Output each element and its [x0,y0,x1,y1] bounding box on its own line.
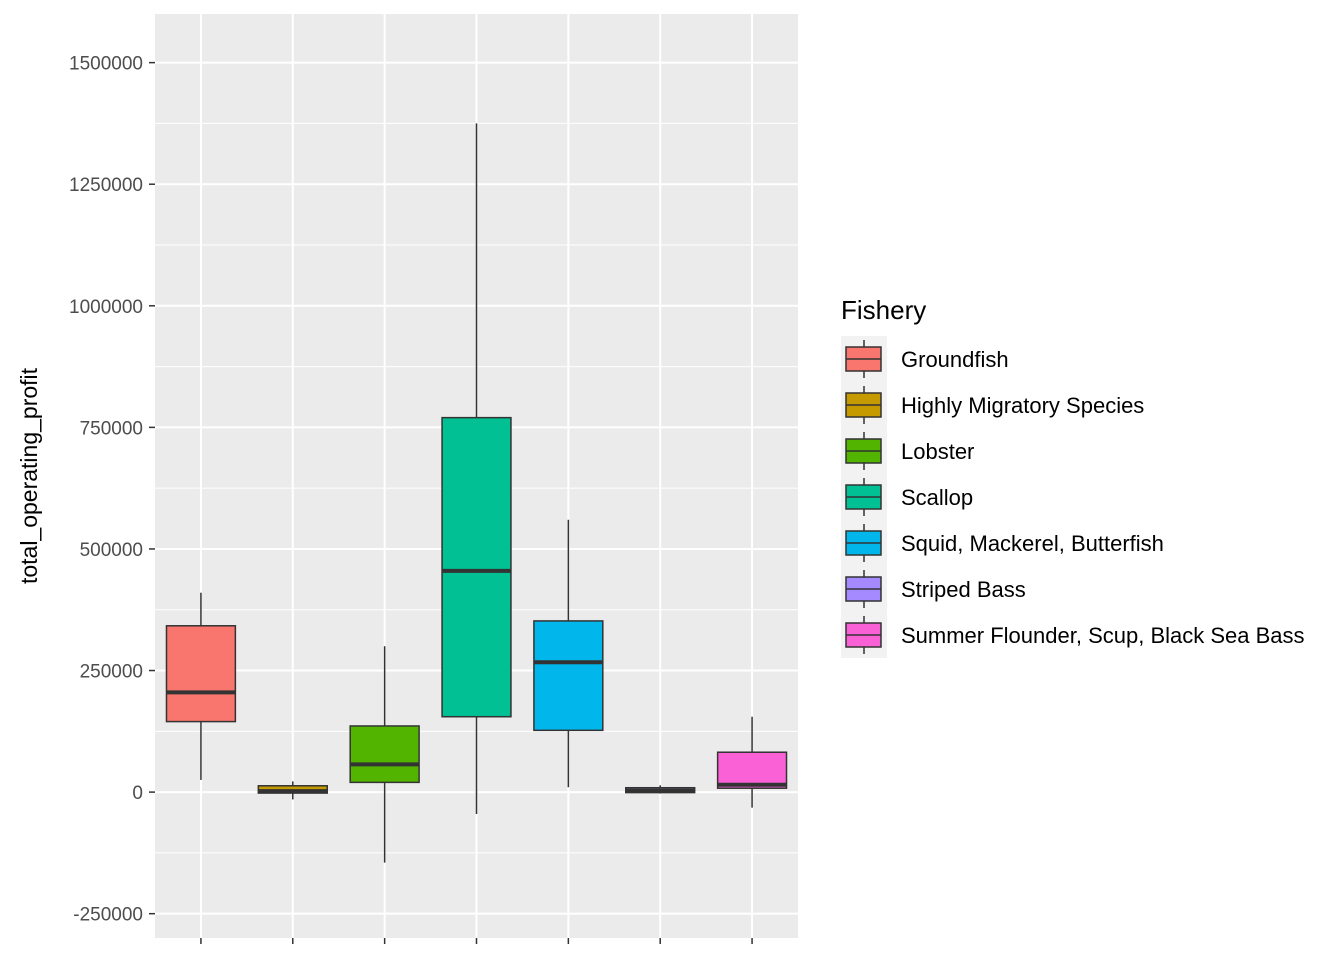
y-tick-label: 250000 [80,662,143,683]
box-scallop [441,123,512,814]
box-striped-bass [625,785,696,794]
legend-item: Striped Bass [845,570,1026,608]
y-tick-label: 1000000 [69,297,143,318]
box-summer-flounder-scup-black-sea-bass [716,716,788,808]
y-tick-label: 750000 [80,418,143,439]
box-groundfish [165,592,237,780]
legend-item: Highly Migratory Species [845,386,1144,424]
y-tick-label: 500000 [80,540,143,561]
legend-item: Groundfish [845,340,1009,378]
y-axis-title: total_operating_profit [16,367,42,584]
legend-label: Lobster [901,439,974,464]
box-highly-migratory-species [257,781,328,800]
legend-label: Summer Flounder, Scup, Black Sea Bass [901,623,1305,648]
box-lobster [349,646,420,863]
legend-title: Fishery [841,295,926,325]
legend-item: Summer Flounder, Scup, Black Sea Bass [845,616,1305,654]
y-tick-label: 0 [132,783,143,804]
box-squid-mackerel-butterfish [533,519,604,788]
box-layer [165,123,788,863]
legend-label: Groundfish [901,347,1009,372]
y-tick-label: 1500000 [69,54,143,75]
legend-label: Striped Bass [901,577,1026,602]
legend-label: Highly Migratory Species [901,393,1144,418]
y-axis: -250000 0 250000 500000 750000 1000000 1250000… [69,54,753,944]
y-tick-label: -250000 [73,905,143,926]
legend: Fishery Groundfish Highly Migratory Speci… [841,295,1305,658]
legend-label: Scallop [901,485,973,510]
legend-label: Squid, Mackerel, Butterfish [901,531,1164,556]
box-iqr [165,625,237,723]
legend-item: Scallop [845,478,973,516]
box-iqr [716,751,788,789]
box-iqr [441,416,512,718]
box-iqr [533,620,604,732]
box-iqr [349,725,420,784]
legend-item: Lobster [845,432,974,470]
y-tick-label: 1250000 [69,175,143,196]
legend-item: Squid, Mackerel, Butterfish [845,524,1164,562]
